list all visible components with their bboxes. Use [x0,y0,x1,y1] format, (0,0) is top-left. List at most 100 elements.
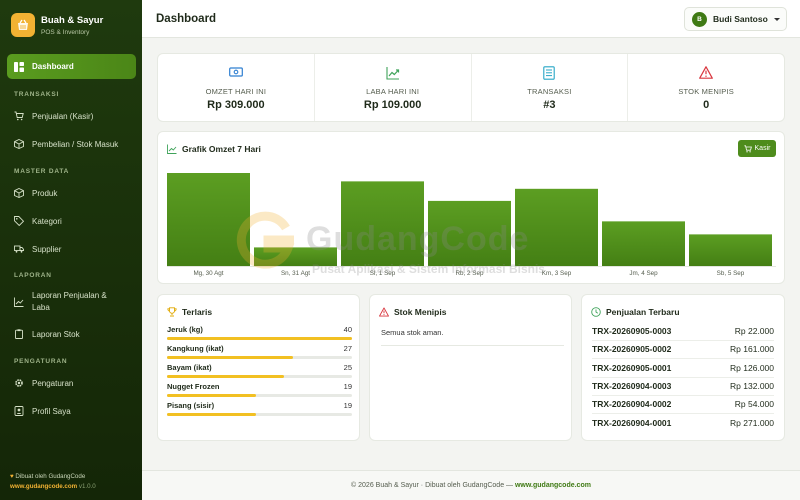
product-qty: 25 [343,363,352,372]
footer-link[interactable]: www.gudangcode.com [514,482,591,489]
clipboard-icon [14,329,24,339]
sidebar-item-laporan-penjualan[interactable]: Laporan Penjualan & Laba [7,288,136,316]
nav-section-pengaturan: PENGATURAN [14,358,68,365]
stat-omzet: OMZET HARI INI Rp 309.000 [158,54,315,121]
transaction-id: TRX-20260904-0003 [592,380,672,391]
product-name: Pisang (sisir) [167,401,215,410]
sidebar-item-dashboard[interactable]: Dashboard [7,54,136,79]
progress-track [167,356,352,359]
table-row[interactable]: TRX-20260905-0001 Rp 126.000 [592,363,774,378]
transaction-amount: Rp 132.000 [730,380,774,391]
sidebar-item-pembelian[interactable]: Pembelian / Stok Masuk [7,134,136,154]
sidebar-item-label: Laporan Penjualan & [32,291,107,300]
progress-fill [167,356,293,359]
sidebar-item-label: Penjualan (Kasir) [32,111,94,121]
basket-icon [11,13,35,37]
heart-icon: ♥ [10,473,14,480]
progress-fill [167,337,352,340]
sidebar-item-profil[interactable]: Profil Saya [7,401,136,421]
chart-bar[interactable] [341,181,424,266]
x-tick-label: Sb, 5 Sep [717,270,745,277]
x-tick-label: Km, 3 Sep [542,270,572,277]
stok-aman-message: Semua stok aman. [381,328,564,346]
brand-title: Buah & Sayur [41,14,104,26]
cart-icon [14,111,24,121]
stat-value: Rp 309.000 [207,99,265,111]
brand-subtitle: POS & Inventory [41,28,90,36]
table-row[interactable]: TRX-20260905-0002 Rp 161.000 [592,344,774,360]
transaction-id: TRX-20260904-0001 [592,417,672,428]
sidebar-item-supplier[interactable]: Supplier [7,239,136,259]
sidebar-item-label: Produk [32,188,58,198]
stat-label: TRANSAKSI [527,87,572,96]
nav-section-laporan: LAPORAN [14,272,52,279]
transaction-id: TRX-20260904-0002 [592,399,672,410]
product-name: Bayam (ikat) [167,363,212,372]
table-row[interactable]: TRX-20260904-0001 Rp 271.000 [592,418,774,432]
receipt-icon [472,66,628,80]
sidebar-item-kategori[interactable]: Kategori [7,211,136,231]
table-row[interactable]: TRX-20260905-0003 Rp 22.000 [592,326,774,341]
chart-bar[interactable] [602,221,685,266]
sidebar-footer: ♥ Dibuat oleh GudangCode www.gudangcode.… [10,472,96,492]
chart-bar[interactable] [167,173,250,266]
stat-transaksi: TRANSAKSI #3 [472,54,629,121]
chart-bar[interactable] [515,188,598,266]
clock-icon [591,307,601,317]
list-item: Bayam (ikat) 25 [167,363,352,378]
warning-icon [628,66,784,80]
gudangcode-link[interactable]: www.gudangcode.com [10,483,78,490]
chart-bar[interactable] [689,234,772,266]
x-tick-label: Mg, 30 Agt [193,270,223,277]
page-footer: © 2026 Buah & Sayur · Dibuat oleh Gudang… [142,470,800,500]
stat-value: #3 [543,99,556,111]
table-row[interactable]: TRX-20260904-0002 Rp 54.000 [592,399,774,415]
chart-line-icon [14,297,24,307]
made-by-text: Dibuat oleh GudangCode [15,473,86,480]
stat-label: LABA HARI INI [366,87,420,96]
sidebar-item-pengaturan[interactable]: Pengaturan [7,373,136,393]
sidebar-item-label: Laba [32,303,50,312]
sidebar-item-label: Laporan Stok [32,329,80,339]
transaction-id: TRX-20260905-0001 [592,362,672,373]
transaction-amount: Rp 54.000 [734,399,774,410]
kasir-button[interactable]: Kasir [738,140,776,157]
sidebar-item-penjualan[interactable]: Penjualan (Kasir) [7,106,136,126]
revenue-bar-chart: Mg, 30 Agt Sn, 31 Agt Sl, 1 Sep Rb, 2 Sep Km… [167,173,776,277]
progress-fill [167,413,256,416]
penjualan-terbaru-title: Penjualan Terbaru [591,307,680,317]
progress-track [167,337,352,340]
stat-value: Rp 109.000 [363,99,422,111]
sidebar-item-label: Pembelian / Stok Masuk [32,139,119,149]
x-tick-label: Jm, 4 Sep [629,270,658,277]
product-name: Jeruk (kg) [167,325,203,334]
sidebar-item-label: Supplier [32,244,62,254]
footer-text: © 2026 Buah & Sayur · Dibuat oleh Gudang… [351,482,515,489]
progress-fill [167,394,256,397]
chart-bar[interactable] [254,247,337,266]
kasir-button-label: Kasir [754,145,771,152]
nav-section-master: MASTER DATA [14,168,70,175]
chart-bar[interactable] [428,200,511,266]
penjualan-terbaru-title-text: Penjualan Terbaru [606,307,680,317]
brand[interactable]: Buah & Sayur POS & Inventory [11,10,136,40]
stat-label: OMZET HARI INI [205,87,267,96]
terlaris-title: Terlaris [167,307,212,317]
sidebar: Buah & Sayur POS & Inventory Dashboard T… [0,0,142,500]
list-item: Kangkung (ikat) 27 [167,344,352,359]
transaction-id: TRX-20260905-0003 [592,326,672,336]
x-tick-label: Rb, 2 Sep [455,270,484,277]
stat-stok-menipis: STOK MENIPIS 0 [628,54,784,121]
sidebar-item-label: Kategori [32,216,62,226]
user-menu-button[interactable]: B Budi Santoso [684,7,787,31]
table-row[interactable]: TRX-20260904-0003 Rp 132.000 [592,381,774,396]
sidebar-item-label: Profil Saya [32,406,71,416]
page-title: Dashboard [156,13,217,25]
cart-icon [743,144,752,153]
list-item: Pisang (sisir) 19 [167,401,352,416]
stats-card: OMZET HARI INI Rp 309.000 LABA HARI INI … [157,53,785,122]
sidebar-item-laporan-stok[interactable]: Laporan Stok [7,324,136,344]
sidebar-item-produk[interactable]: Produk [7,183,136,203]
stat-laba: LABA HARI INI Rp 109.000 [315,54,472,121]
x-tick-label: Sl, 1 Sep [370,270,396,277]
